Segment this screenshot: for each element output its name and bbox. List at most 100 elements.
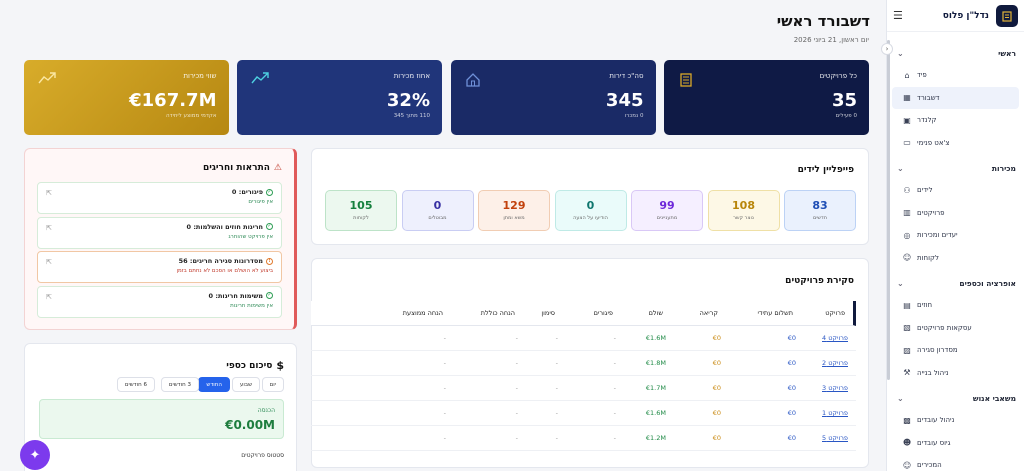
- table-header: פרויקט תשלום עתידי קריאה שולם פיגורים סימון הנ…: [311, 301, 856, 326]
- sidebar-item[interactable]: ◎ יעדים ומכירות: [892, 224, 1019, 247]
- column-header[interactable]: קריאה: [699, 309, 718, 317]
- sidebar-item-label: פיד: [917, 71, 927, 80]
- crane-icon: ⚒: [903, 368, 911, 378]
- pipeline-chip[interactable]: 129 משא ומתן: [478, 190, 550, 231]
- table-cell: €0: [712, 359, 721, 367]
- external-link-icon[interactable]: ⇱: [46, 258, 52, 266]
- table-row[interactable]: פרויקט 3 €0 €0 €1.7M - - - -: [311, 376, 856, 401]
- table-cell: €0: [787, 384, 796, 392]
- sidebar-item[interactable]: ⌂ פיד: [892, 64, 1019, 87]
- table-cell: -: [613, 434, 616, 442]
- period-tab[interactable]: החודש: [198, 377, 230, 392]
- column-header[interactable]: פרויקט: [825, 309, 845, 317]
- column-header[interactable]: פיגורים: [593, 309, 613, 317]
- table-cell: -: [515, 384, 518, 392]
- pipeline-chip[interactable]: 0 הודיעו על הצעה: [554, 190, 627, 231]
- sidebar-item-label: לידים: [917, 186, 933, 195]
- project-link[interactable]: פרויקט 1: [822, 409, 848, 417]
- sidebar-item[interactable]: ▩ ניהול עובדים: [892, 409, 1019, 432]
- alert-sub: אין משימות חריגות: [230, 302, 273, 309]
- warning-circle-icon: !: [266, 257, 273, 265]
- sidebar-item[interactable]: ⚒ ניהול בנייה: [892, 362, 1019, 385]
- sidebar-header: נדל"ן פלוס ☰: [887, 0, 1024, 32]
- sidebar-item[interactable]: ▦ דשבורד: [892, 86, 1019, 109]
- sidebar-section[interactable]: אופרציה וכספים ⌄: [887, 272, 1024, 294]
- pipeline-chip-value: 129: [502, 199, 526, 212]
- table-row[interactable]: פרויקט 4 €0 €0 €1.6M - - - -: [311, 326, 856, 351]
- project-link[interactable]: פרויקט 4: [822, 334, 848, 342]
- table-cell: €0: [712, 409, 721, 417]
- pipeline-chip[interactable]: 83 חדשים: [784, 190, 856, 231]
- ai-assistant-button[interactable]: ✦: [20, 440, 50, 470]
- table-row[interactable]: פרויקט 5 €0 €0 €1.2M - - - -: [311, 426, 856, 451]
- alert-item[interactable]: ! מסדרונות סגירה חריגים: 56 ביצוע לא הושל…: [37, 251, 282, 283]
- sidebar-item[interactable]: ☻ גיוס עובדים: [892, 432, 1019, 455]
- pipeline-chip[interactable]: 0 מבוטלים: [401, 190, 474, 231]
- external-link-icon[interactable]: ⇱: [46, 223, 52, 232]
- alert-item[interactable]: ✓ משימות חריגות: 0 אין משימות חריגות ⇱: [37, 285, 282, 318]
- sidebar-item[interactable]: ▧ עסקאות פרויקטים: [892, 317, 1019, 340]
- table-cell: €0: [712, 434, 721, 442]
- sidebar-item[interactable]: ▤ חוזים: [892, 294, 1019, 317]
- sidebar-item[interactable]: ⚇ לידים: [892, 179, 1019, 202]
- pipeline-chip[interactable]: 99 מתעניינים: [631, 190, 703, 231]
- sidebar-item[interactable]: ☺ המכירים: [892, 454, 1019, 471]
- stat-value: 345: [605, 90, 644, 111]
- pipeline-chip-label: הודיעו על הצעה: [573, 215, 608, 221]
- sidebar-scrollbar[interactable]: [887, 40, 890, 380]
- alert-sub: אין פיגורים: [248, 199, 273, 205]
- period-tab[interactable]: שבוע: [231, 377, 260, 392]
- column-header[interactable]: הנחה כוללת: [480, 309, 515, 317]
- pipeline-chip[interactable]: 105 לקוחות: [325, 190, 397, 231]
- alerts-title: התראות וחריגים: [202, 163, 270, 173]
- period-tab[interactable]: יום: [261, 377, 284, 392]
- table-cell: -: [613, 409, 616, 417]
- sidebar-item-label: ניהול בנייה: [917, 368, 949, 377]
- column-header[interactable]: הנחה ממוצעת: [402, 309, 443, 317]
- calendar-icon: ▣: [903, 115, 911, 125]
- external-link-icon[interactable]: ⇱: [46, 189, 52, 197]
- hamburger-icon[interactable]: ☰: [893, 9, 903, 22]
- table-cell: €0: [787, 359, 796, 367]
- table-row[interactable]: פרויקט 1 €0 €0 €1.6M - - - -: [311, 401, 856, 426]
- table-row[interactable]: פרויקט 2 €0 €0 €1.8M - - - -: [311, 351, 856, 376]
- sidebar-item[interactable]: ☺ לקוחות: [892, 247, 1019, 270]
- column-header[interactable]: סימון: [541, 309, 555, 317]
- page-date: יום ראשון, 21 ביוני 2026: [793, 36, 869, 44]
- sidebar-item-label: פרויקטים: [917, 208, 945, 217]
- period-tab[interactable]: 6 חודשים: [116, 377, 155, 392]
- sidebar-item[interactable]: ▨ מסדרון סגירה: [892, 339, 1019, 362]
- sidebar-section[interactable]: מכירות ⌄: [887, 157, 1024, 179]
- pipeline-chip-label: לקוחות: [353, 215, 369, 221]
- column-header[interactable]: שולם: [648, 309, 663, 317]
- sidebar-section-label: אופרציה וכספים: [959, 278, 1016, 288]
- alert-item[interactable]: ✓ חריגות חוזים והשלמות: 0 אין פרויקט שהוח…: [37, 216, 282, 249]
- external-link-icon[interactable]: ⇱: [46, 292, 52, 301]
- project-link[interactable]: פרויקט 2: [822, 359, 848, 367]
- period-tab[interactable]: 3 חודשים: [160, 377, 199, 392]
- sidebar-section[interactable]: ראשי ⌄: [887, 42, 1024, 64]
- chevron-down-icon: ⌄: [897, 48, 904, 58]
- briefcase-icon: ▩: [903, 415, 911, 425]
- sidebar-item[interactable]: ▥ פרויקטים: [892, 202, 1019, 225]
- alert-item[interactable]: ✓ פיגורים: 0 אין פיגורים ⇱: [37, 182, 282, 214]
- column-header[interactable]: תשלום עתידי: [757, 309, 793, 317]
- sidebar-item-label: ניהול עובדים: [917, 416, 955, 425]
- project-link[interactable]: פרויקט 3: [822, 384, 848, 392]
- stat-value: 32%: [386, 90, 430, 111]
- pipeline-chip-value: 0: [586, 199, 595, 212]
- sidebar-item-label: יעדים ומכירות: [917, 231, 958, 240]
- alert-sub: ביצוע לא הושלם או הסכם לא נחתם בזמן: [176, 268, 274, 274]
- project-link[interactable]: פרויקט 5: [822, 434, 848, 442]
- stat-sub: אקדמי ממוצע ליחידה: [166, 113, 217, 119]
- sidebar-section[interactable]: משאבי אנוש ⌄: [887, 387, 1024, 409]
- collapse-sidebar-button[interactable]: ‹: [881, 43, 893, 55]
- alert-title: חריגות חוזים והשלמות: 0: [186, 222, 263, 231]
- sidebar-item[interactable]: ▭ צ'אט פנימי: [892, 132, 1019, 155]
- stat-sub: 0 פעילים: [835, 113, 857, 119]
- users-icon: ⚇: [903, 185, 911, 195]
- pipeline-chip[interactable]: 108 נוצר קשר: [707, 190, 780, 231]
- sidebar-item[interactable]: ▣ קלנדר: [892, 109, 1019, 132]
- building-icon: [678, 72, 694, 90]
- home-icon: ⌂: [904, 70, 910, 80]
